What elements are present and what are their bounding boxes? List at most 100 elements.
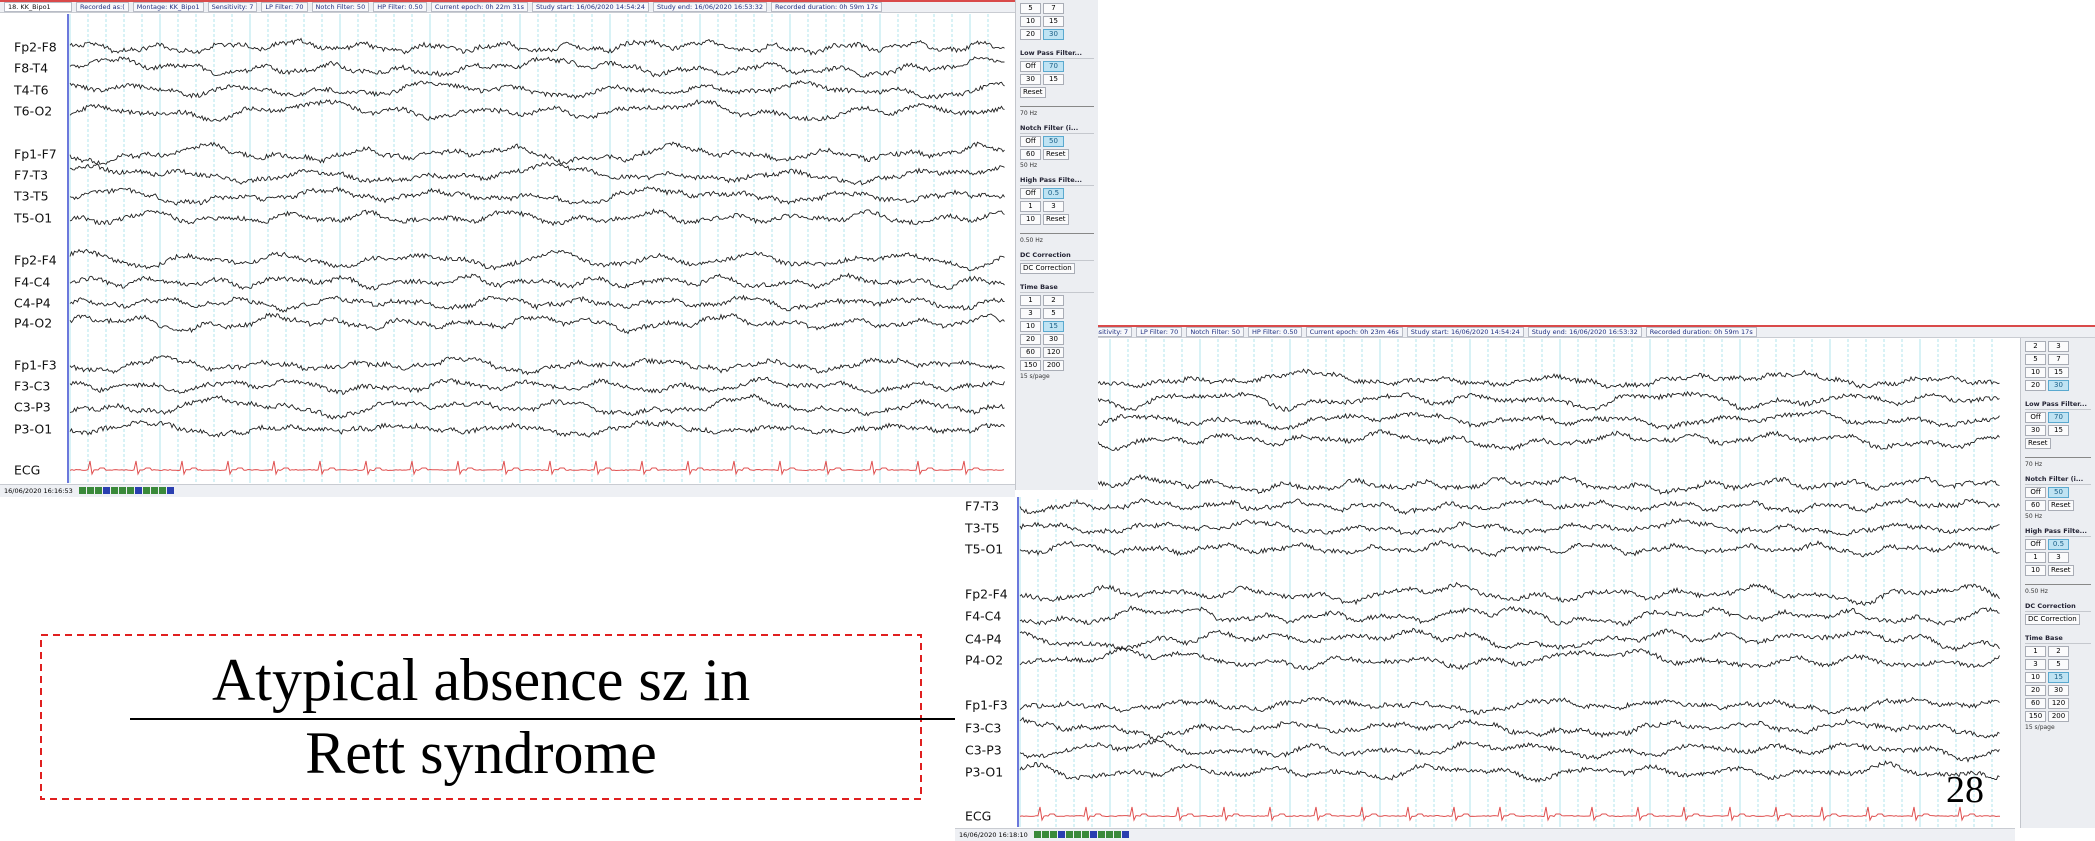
button[interactable]: 3 — [2048, 552, 2069, 563]
button[interactable]: 60 — [1020, 149, 1041, 160]
nav-button[interactable] — [159, 487, 166, 494]
button[interactable]: 1 — [1020, 295, 1041, 306]
button[interactable]: 30 — [1020, 74, 1041, 85]
nav-button[interactable] — [151, 487, 158, 494]
nav-button[interactable] — [1050, 831, 1057, 838]
nav-button[interactable] — [103, 487, 110, 494]
nav-button[interactable] — [79, 487, 86, 494]
nav-button[interactable] — [1066, 831, 1073, 838]
button[interactable]: 1 — [2025, 646, 2046, 657]
button[interactable]: 2 — [2025, 341, 2046, 352]
button[interactable]: 200 — [2048, 711, 2069, 722]
button[interactable]: 10 — [2025, 672, 2046, 683]
button[interactable]: Reset — [1043, 214, 1069, 225]
nav-button[interactable] — [135, 487, 142, 494]
nav-button[interactable] — [127, 487, 134, 494]
button[interactable]: Reset — [2025, 438, 2051, 449]
button[interactable]: 7 — [2048, 354, 2069, 365]
button[interactable]: 5 — [2025, 354, 2046, 365]
button[interactable]: 20 — [1020, 334, 1041, 345]
button[interactable]: 150 — [2025, 711, 2046, 722]
eeg-trace — [70, 39, 1005, 55]
nav-button[interactable] — [1034, 831, 1041, 838]
button[interactable]: 60 — [1020, 347, 1041, 358]
button[interactable]: 30 — [2025, 425, 2046, 436]
button[interactable]: Reset — [2048, 565, 2074, 576]
nav-button[interactable] — [1074, 831, 1081, 838]
button[interactable]: 15 — [2048, 367, 2069, 378]
nav-button[interactable] — [167, 487, 174, 494]
button[interactable]: 5 — [1043, 308, 1064, 319]
button[interactable]: 10 — [1020, 321, 1041, 332]
button[interactable]: 70 — [2048, 412, 2069, 423]
button[interactable]: 0.5 — [1043, 188, 1064, 199]
button[interactable]: Off — [1020, 61, 1041, 72]
button[interactable]: 7 — [1043, 3, 1064, 14]
nav-button[interactable] — [1082, 831, 1089, 838]
nav-button[interactable] — [119, 487, 126, 494]
button[interactable]: 2 — [1043, 295, 1064, 306]
nav-button[interactable] — [1042, 831, 1049, 838]
button[interactable]: 120 — [2048, 698, 2069, 709]
button[interactable]: 5 — [2048, 659, 2069, 670]
slider[interactable] — [2025, 451, 2091, 458]
button[interactable]: 30 — [1043, 29, 1064, 40]
button[interactable]: 50 — [2048, 487, 2069, 498]
nav-button[interactable] — [87, 487, 94, 494]
slider[interactable] — [1020, 227, 1094, 234]
button[interactable]: Off — [2025, 539, 2046, 550]
button[interactable]: 15 — [1043, 16, 1064, 27]
button[interactable]: 10 — [2025, 565, 2046, 576]
nav-button[interactable] — [1114, 831, 1121, 838]
button[interactable]: Reset — [1020, 87, 1046, 98]
button[interactable]: 120 — [1043, 347, 1064, 358]
button[interactable]: 1 — [1020, 201, 1041, 212]
nav-button[interactable] — [95, 487, 102, 494]
button[interactable]: DC Correction — [2025, 614, 2080, 625]
button[interactable]: 150 — [1020, 360, 1041, 371]
button[interactable]: 70 — [1043, 61, 1064, 72]
button[interactable]: 30 — [1043, 334, 1064, 345]
button[interactable]: 20 — [2025, 380, 2046, 391]
button[interactable]: 1 — [2025, 552, 2046, 563]
button[interactable]: 60 — [2025, 698, 2046, 709]
button[interactable]: Off — [1020, 188, 1041, 199]
nav-button[interactable] — [1098, 831, 1105, 838]
button[interactable]: 200 — [1043, 360, 1064, 371]
button[interactable]: 15 — [1043, 74, 1064, 85]
section-title: Notch Filter (i... — [2025, 475, 2091, 485]
button[interactable]: 20 — [2025, 685, 2046, 696]
button[interactable]: 3 — [2025, 659, 2046, 670]
button[interactable]: Off — [2025, 487, 2046, 498]
button[interactable]: 60 — [2025, 500, 2046, 511]
button[interactable]: 3 — [1020, 308, 1041, 319]
button[interactable]: 3 — [1043, 201, 1064, 212]
button[interactable]: 15 — [2048, 425, 2069, 436]
slider[interactable] — [1020, 100, 1094, 107]
button[interactable]: 10 — [1020, 16, 1041, 27]
slider[interactable] — [2025, 578, 2091, 585]
button[interactable]: 10 — [1020, 214, 1041, 225]
button[interactable]: Reset — [2048, 500, 2074, 511]
button[interactable]: 0.5 — [2048, 539, 2069, 550]
button[interactable]: 10 — [2025, 367, 2046, 378]
button[interactable]: 50 — [1043, 136, 1064, 147]
button[interactable]: 15 — [2048, 672, 2069, 683]
button[interactable]: 3 — [2048, 341, 2069, 352]
nav-button[interactable] — [1122, 831, 1129, 838]
button[interactable]: DC Correction — [1020, 263, 1075, 274]
button[interactable]: 15 — [1043, 321, 1064, 332]
button[interactable]: 20 — [1020, 29, 1041, 40]
nav-button[interactable] — [111, 487, 118, 494]
button[interactable]: 5 — [1020, 3, 1041, 14]
nav-button[interactable] — [143, 487, 150, 494]
button[interactable]: 30 — [2048, 380, 2069, 391]
nav-button[interactable] — [1106, 831, 1113, 838]
button[interactable]: Off — [2025, 412, 2046, 423]
button[interactable]: 2 — [2048, 646, 2069, 657]
button[interactable]: Reset — [1043, 149, 1069, 160]
button[interactable]: 30 — [2048, 685, 2069, 696]
nav-button[interactable] — [1058, 831, 1065, 838]
button[interactable]: Off — [1020, 136, 1041, 147]
nav-button[interactable] — [1090, 831, 1097, 838]
